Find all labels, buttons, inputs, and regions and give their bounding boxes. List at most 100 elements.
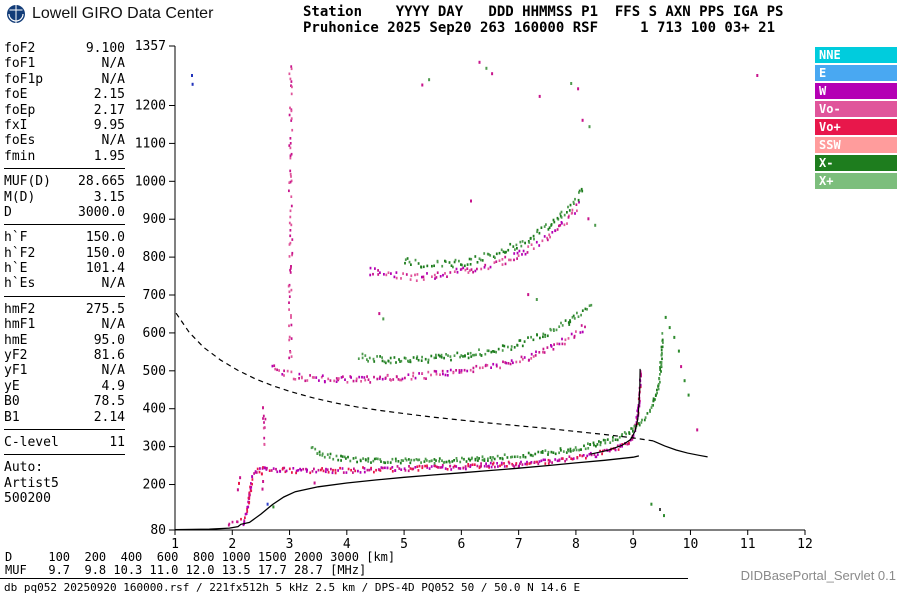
param-hes: h`Es N/A bbox=[4, 276, 125, 291]
svg-text:1: 1 bbox=[171, 537, 179, 552]
svg-text:5: 5 bbox=[400, 537, 408, 552]
param-value: 81.6 bbox=[93, 348, 125, 364]
param-fof1: foF1 N/A bbox=[4, 56, 125, 71]
svg-text:3: 3 bbox=[286, 537, 294, 552]
param-value: N/A bbox=[101, 317, 125, 333]
param-value: 11 bbox=[109, 434, 125, 450]
param-label: h`Es bbox=[4, 276, 36, 292]
trace-legend: NNE E W Vo- Vo+ SSW X- X+ bbox=[815, 47, 897, 191]
param-label: C-level bbox=[4, 434, 59, 450]
param-label: yF1 bbox=[4, 363, 28, 379]
param-500200: 500200 bbox=[4, 491, 125, 506]
param-value: 2.14 bbox=[93, 409, 125, 425]
brand-title: Lowell GIRO Data Center bbox=[32, 5, 214, 22]
svg-text:600: 600 bbox=[143, 326, 166, 341]
param-label: h`F2 bbox=[4, 245, 36, 261]
legend-item-nne: NNE bbox=[815, 47, 897, 63]
parameter-panel: foF2 9.100 foF1 N/A foF1p N/A foE 2.15 foEp 2.17 f… bbox=[4, 41, 125, 507]
param-value: 4.9 bbox=[101, 378, 125, 394]
svg-text:2: 2 bbox=[228, 537, 236, 552]
param-divider bbox=[4, 295, 125, 297]
svg-text:10: 10 bbox=[683, 537, 699, 552]
svg-text:7: 7 bbox=[515, 537, 523, 552]
param-label: foF1p bbox=[4, 71, 44, 87]
series-F-trace-X bbox=[310, 332, 664, 465]
param-he: h`E 101.4 bbox=[4, 261, 125, 276]
series-true-height-profile bbox=[174, 455, 640, 531]
param-value: 2.17 bbox=[93, 102, 125, 118]
param-ye: yE 4.9 bbox=[4, 379, 125, 394]
param-value: 9.95 bbox=[93, 117, 125, 133]
muf-row: MUF 9.7 9.8 10.3 11.0 12.0 13.5 17.7 28.… bbox=[5, 563, 367, 577]
param-yf2: yF2 81.6 bbox=[4, 348, 125, 363]
svg-text:4: 4 bbox=[343, 537, 351, 552]
param-divider bbox=[4, 168, 125, 170]
param-label: hmE bbox=[4, 332, 28, 348]
legend-item-vominus: Vo- bbox=[815, 101, 897, 117]
param-value: 275.5 bbox=[85, 301, 125, 317]
series-noise-column-2.5mhz bbox=[262, 406, 267, 446]
param-label: D bbox=[4, 204, 12, 220]
param-value: 101.4 bbox=[85, 261, 125, 277]
param-hf2: h`F2 150.0 bbox=[4, 246, 125, 261]
legend-item-e: E bbox=[815, 65, 897, 81]
param-divider bbox=[4, 428, 125, 430]
distance-row: D 100 200 400 600 800 1000 1500 2000 300… bbox=[5, 550, 396, 564]
param-value: 9.100 bbox=[85, 41, 125, 56]
param-value: N/A bbox=[101, 71, 125, 87]
param-value: N/A bbox=[101, 56, 125, 72]
param-auto: Auto: bbox=[4, 460, 125, 475]
servlet-version: DIDBasePortal_Servlet 0.1 bbox=[740, 568, 896, 583]
svg-text:8: 8 bbox=[572, 537, 580, 552]
param-group-2: h`F 150.0 h`F2 150.0 h`E 101.4 h`Es N/A bbox=[4, 230, 125, 292]
param-label: Auto: bbox=[4, 460, 44, 476]
series-E-trace-O bbox=[227, 517, 242, 527]
series-sporadic-noise bbox=[191, 60, 759, 518]
series-F-trace-O bbox=[242, 370, 642, 527]
series-second-hop-O bbox=[271, 324, 586, 384]
param-fof2: foF2 9.100 bbox=[4, 41, 125, 56]
series-fitted-O-trace bbox=[590, 368, 641, 455]
param-label: foEs bbox=[4, 133, 36, 149]
param-hme: hmE 95.0 bbox=[4, 333, 125, 348]
svg-text:1000: 1000 bbox=[135, 174, 166, 189]
series-second-hop-X bbox=[357, 303, 593, 365]
param-value: N/A bbox=[101, 363, 125, 379]
footer-info: db pq052 20250920 160000.rsf / 221fx512h… bbox=[4, 581, 581, 594]
svg-text:6: 6 bbox=[457, 537, 465, 552]
param-foes: foEs N/A bbox=[4, 133, 125, 148]
giro-logo-icon bbox=[6, 4, 26, 24]
param-artist5: Artist5 bbox=[4, 476, 125, 491]
param-foe: foE 2.15 bbox=[4, 87, 125, 102]
param-value: N/A bbox=[101, 133, 125, 149]
param-label: fmin bbox=[4, 148, 36, 164]
param-label: B1 bbox=[4, 409, 20, 425]
param-value: 3000.0 bbox=[78, 204, 125, 220]
param-divider bbox=[4, 224, 125, 226]
param-group-3: hmF2 275.5 hmF1 N/A hmE 95.0 yF2 81.6 yF1 N/A yE 4.… bbox=[4, 302, 125, 425]
param-group-5: Auto: Artist5 500200 bbox=[4, 460, 125, 506]
param-label: M(D) bbox=[4, 189, 36, 205]
param-value: 3.15 bbox=[93, 189, 125, 205]
svg-text:800: 800 bbox=[143, 250, 166, 265]
svg-text:9: 9 bbox=[629, 537, 637, 552]
svg-text:1357: 1357 bbox=[135, 39, 166, 54]
svg-text:12: 12 bbox=[797, 537, 813, 552]
series-noise-column-3mhz bbox=[287, 65, 294, 360]
param-d: D 3000.0 bbox=[4, 205, 125, 220]
series-transmission-curve-3000km bbox=[175, 312, 654, 442]
svg-text:1200: 1200 bbox=[135, 99, 166, 114]
param-value: 2.15 bbox=[93, 87, 125, 103]
series-muf-nose bbox=[652, 440, 708, 458]
param-label: Artist5 bbox=[4, 475, 59, 491]
series-third-hop-X bbox=[404, 187, 584, 269]
param-hf: h`F 150.0 bbox=[4, 230, 125, 245]
station-header-line2: Pruhonice 2025 Sep20 263 160000 RSF 1 71… bbox=[303, 20, 776, 36]
brand: Lowell GIRO Data Center bbox=[6, 4, 213, 24]
param-md: M(D) 3.15 bbox=[4, 190, 125, 205]
param-value: N/A bbox=[101, 276, 125, 292]
param-label: foE bbox=[4, 87, 28, 103]
param-b1: B1 2.14 bbox=[4, 410, 125, 425]
svg-text:500: 500 bbox=[143, 364, 166, 379]
